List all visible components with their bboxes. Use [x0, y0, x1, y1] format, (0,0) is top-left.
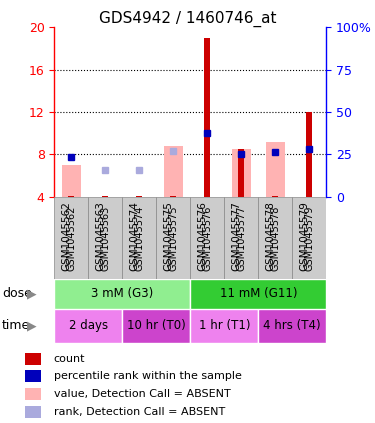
Bar — [25, 406, 40, 418]
Bar — [258, 309, 326, 343]
Text: GSM1045563: GSM1045563 — [100, 205, 110, 271]
Bar — [54, 309, 122, 343]
Bar — [238, 149, 244, 197]
Bar — [232, 149, 251, 197]
Bar — [190, 309, 258, 343]
Text: value, Detection Call = ABSENT: value, Detection Call = ABSENT — [54, 389, 230, 399]
Text: 4 hrs (T4): 4 hrs (T4) — [264, 319, 321, 332]
Text: GSM1045579: GSM1045579 — [304, 205, 314, 271]
Bar — [68, 196, 74, 197]
Text: 11 mM (G11): 11 mM (G11) — [219, 288, 297, 300]
Bar — [190, 197, 224, 279]
Text: 2 days: 2 days — [69, 319, 108, 332]
Text: dose: dose — [2, 288, 32, 300]
Text: GSM1045562: GSM1045562 — [66, 205, 76, 271]
Bar — [25, 370, 40, 382]
Bar — [292, 197, 326, 279]
Text: 10 hr (T0): 10 hr (T0) — [127, 319, 186, 332]
Bar — [102, 196, 108, 197]
Bar — [258, 197, 292, 279]
Text: ▶: ▶ — [27, 288, 37, 300]
Text: GSM1045574: GSM1045574 — [134, 205, 144, 271]
Text: GSM1045575: GSM1045575 — [164, 201, 173, 271]
Bar — [204, 38, 210, 197]
Text: time: time — [2, 319, 30, 332]
Bar — [272, 196, 278, 197]
Text: GSM1045576: GSM1045576 — [202, 205, 212, 271]
Bar — [170, 196, 176, 197]
Text: GSM1045578: GSM1045578 — [270, 205, 280, 271]
Text: GDS4942 / 1460746_at: GDS4942 / 1460746_at — [99, 11, 276, 27]
Bar — [54, 279, 190, 309]
Bar — [54, 197, 88, 279]
Text: rank, Detection Call = ABSENT: rank, Detection Call = ABSENT — [54, 407, 225, 417]
Text: GSM1045575: GSM1045575 — [168, 205, 178, 271]
Bar — [136, 196, 142, 197]
Text: count: count — [54, 354, 85, 364]
Bar — [62, 165, 81, 197]
Text: GSM1045576: GSM1045576 — [197, 201, 207, 271]
Text: GSM1045574: GSM1045574 — [129, 201, 140, 271]
Bar — [190, 279, 326, 309]
Bar — [164, 146, 183, 197]
Bar — [266, 142, 285, 197]
Bar — [25, 388, 40, 400]
Bar — [224, 197, 258, 279]
Text: GSM1045563: GSM1045563 — [95, 201, 105, 271]
Text: GSM1045562: GSM1045562 — [62, 201, 71, 271]
Text: 3 mM (G3): 3 mM (G3) — [91, 288, 153, 300]
Bar — [122, 309, 190, 343]
Text: 1 hr (T1): 1 hr (T1) — [198, 319, 250, 332]
Text: GSM1045579: GSM1045579 — [299, 201, 309, 271]
Bar — [88, 197, 122, 279]
Text: GSM1045577: GSM1045577 — [236, 205, 246, 271]
Text: percentile rank within the sample: percentile rank within the sample — [54, 371, 242, 381]
Text: GSM1045578: GSM1045578 — [265, 201, 275, 271]
Bar — [306, 112, 312, 197]
Bar — [25, 353, 40, 365]
Bar — [122, 197, 156, 279]
Text: ▶: ▶ — [27, 319, 37, 332]
Bar — [156, 197, 190, 279]
Text: GSM1045577: GSM1045577 — [231, 201, 241, 271]
